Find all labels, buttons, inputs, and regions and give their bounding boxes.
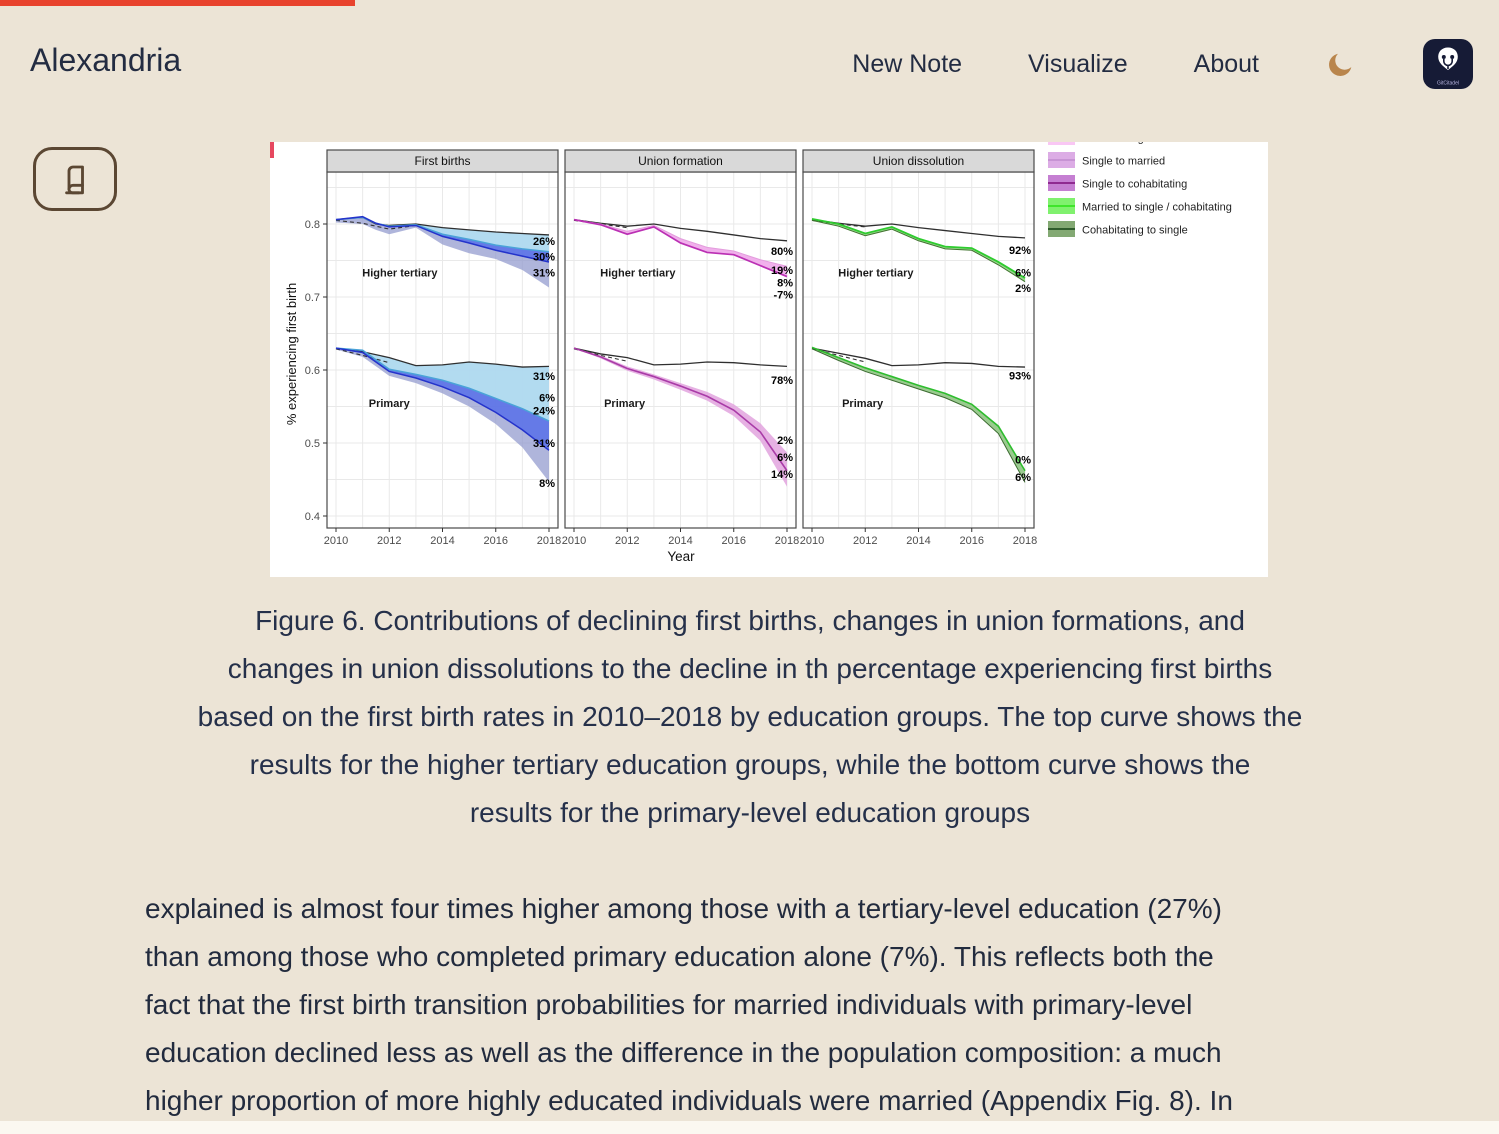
svg-text:Year: Year xyxy=(667,549,695,564)
next-line-clipped: contrast, changes in union formations ma… xyxy=(0,1121,1499,1134)
svg-text:2010: 2010 xyxy=(800,535,824,547)
svg-text:2018: 2018 xyxy=(1013,535,1037,547)
svg-text:Union dissolution: Union dissolution xyxy=(873,154,964,168)
app-title[interactable]: Alexandria xyxy=(30,42,182,78)
svg-text:Primary: Primary xyxy=(369,398,411,410)
article-line: explained is almost four times higher am… xyxy=(145,893,1222,924)
article-line: than among those who completed primary e… xyxy=(145,941,1214,972)
svg-text:19%: 19% xyxy=(771,265,793,277)
svg-text:2%: 2% xyxy=(777,435,793,447)
svg-text:78%: 78% xyxy=(771,375,793,387)
svg-text:2014: 2014 xyxy=(668,535,692,547)
svg-text:92%: 92% xyxy=(1009,245,1031,257)
svg-text:2012: 2012 xyxy=(615,535,639,547)
article-paragraph: explained is almost four times higher am… xyxy=(145,885,1410,1125)
logo-text: GitCitadel xyxy=(1437,81,1459,87)
svg-text:2014: 2014 xyxy=(906,535,930,547)
svg-text:2010: 2010 xyxy=(324,535,348,547)
svg-text:30%: 30% xyxy=(533,251,555,263)
svg-text:6%: 6% xyxy=(1015,268,1031,280)
svg-text:93%: 93% xyxy=(1009,370,1031,382)
caption-line: results for the higher tertiary educatio… xyxy=(249,749,1251,780)
gitcitadel-logo-button[interactable]: GitCitadel xyxy=(1423,39,1473,89)
svg-text:Cohabitating to married: Cohabitating to married xyxy=(1082,142,1196,145)
svg-text:2016: 2016 xyxy=(722,535,746,547)
svg-text:Union formation: Union formation xyxy=(638,154,723,168)
svg-text:6%: 6% xyxy=(1015,472,1031,484)
svg-text:6%: 6% xyxy=(777,452,793,464)
svg-text:Higher tertiary: Higher tertiary xyxy=(600,268,676,280)
nav-link-about[interactable]: About xyxy=(1193,49,1259,78)
svg-text:31%: 31% xyxy=(533,268,555,280)
gitcitadel-logo-icon: GitCitadel xyxy=(1423,39,1473,89)
article-line: education declined less as well as the d… xyxy=(145,1037,1222,1068)
theme-toggle-button[interactable] xyxy=(1325,48,1357,80)
svg-text:31%: 31% xyxy=(533,438,555,450)
svg-text:Primary: Primary xyxy=(842,398,884,410)
reader-mode-button[interactable] xyxy=(33,147,117,211)
svg-text:2016: 2016 xyxy=(960,535,984,547)
decomposition-chart: 26%30%31%Higher tertiary31%6%24%31%8%Pri… xyxy=(270,142,1232,564)
svg-text:80%: 80% xyxy=(771,246,793,258)
svg-text:2%: 2% xyxy=(1015,283,1031,295)
cutoff-text-line: contrast, changes in union formations ma… xyxy=(145,1123,1410,1134)
loading-progress-bar xyxy=(0,0,355,6)
svg-text:-7%: -7% xyxy=(773,289,793,301)
svg-text:2012: 2012 xyxy=(377,535,401,547)
svg-text:0.5: 0.5 xyxy=(305,438,320,450)
nav-link-visualize[interactable]: Visualize xyxy=(1028,49,1128,78)
svg-text:Married to single / cohabitati: Married to single / cohabitating xyxy=(1082,202,1232,214)
svg-text:24%: 24% xyxy=(533,406,555,418)
svg-text:2010: 2010 xyxy=(562,535,586,547)
svg-text:Higher tertiary: Higher tertiary xyxy=(362,268,438,280)
article-line: higher proportion of more highly educate… xyxy=(145,1085,1233,1116)
svg-text:0.4: 0.4 xyxy=(305,511,320,523)
svg-text:0.6: 0.6 xyxy=(305,365,320,377)
svg-text:2012: 2012 xyxy=(853,535,877,547)
svg-text:2018: 2018 xyxy=(775,535,799,547)
figure-caption: Figure 6. Contributions of declining fir… xyxy=(104,597,1396,837)
caption-line: results for the primary-level education … xyxy=(469,797,1031,828)
svg-text:8%: 8% xyxy=(777,277,793,289)
svg-text:Single to married: Single to married xyxy=(1082,156,1165,168)
svg-text:2018: 2018 xyxy=(537,535,561,547)
svg-text:Higher tertiary: Higher tertiary xyxy=(838,268,914,280)
svg-text:Cohabitating to single: Cohabitating to single xyxy=(1082,225,1188,237)
caption-line: changes in union dissolutions to the dec… xyxy=(227,653,1273,684)
svg-text:0.7: 0.7 xyxy=(305,292,320,304)
svg-text:% experiencing first birth: % experiencing first birth xyxy=(284,283,299,425)
main-nav: New Note Visualize About GitCitadel xyxy=(852,36,1473,92)
svg-text:0%: 0% xyxy=(1015,454,1031,466)
svg-text:6%: 6% xyxy=(539,393,555,405)
svg-text:31%: 31% xyxy=(533,371,555,383)
nav-link-new-note[interactable]: New Note xyxy=(852,49,963,78)
svg-text:8%: 8% xyxy=(539,478,555,490)
svg-text:14%: 14% xyxy=(771,469,793,481)
figure-image: 26% 30% 31% Higher tertiary 31% 6% 24% 31% 8% Pri… xyxy=(270,142,1268,577)
svg-text:2014: 2014 xyxy=(430,535,454,547)
svg-text:26%: 26% xyxy=(533,236,555,248)
article-line: fact that the first birth transition pro… xyxy=(145,989,1193,1020)
book-icon xyxy=(65,165,84,195)
svg-text:Primary: Primary xyxy=(604,398,646,410)
caption-line: Figure 6. Contributions of declining fir… xyxy=(255,605,1245,636)
svg-text:2016: 2016 xyxy=(484,535,508,547)
svg-text:First births: First births xyxy=(414,154,470,168)
caption-line: based on the first birth rates in 2010–2… xyxy=(197,701,1303,732)
svg-text:Single to cohabitating: Single to cohabitating xyxy=(1082,179,1187,191)
moon-icon xyxy=(1329,53,1352,76)
svg-text:0.8: 0.8 xyxy=(305,219,320,231)
